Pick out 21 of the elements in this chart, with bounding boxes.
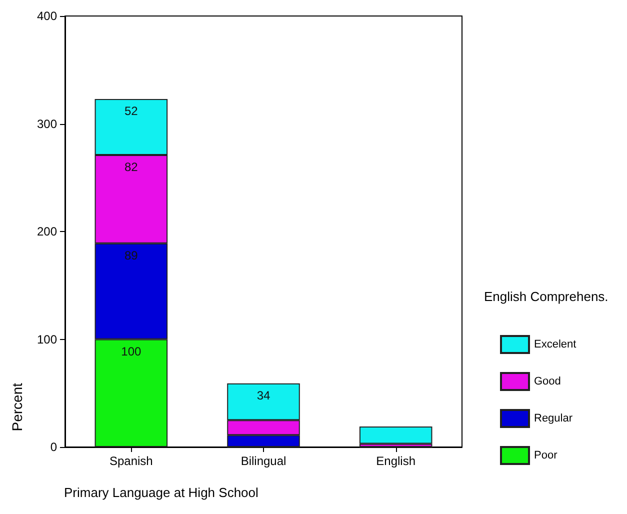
data-label: 100 bbox=[121, 344, 142, 358]
data-label: 34 bbox=[256, 388, 270, 402]
data-label: 52 bbox=[124, 104, 138, 118]
y-tick-label: 300 bbox=[36, 116, 58, 131]
legend-title: English Comprehens. bbox=[484, 289, 608, 304]
y-tick-label: 400 bbox=[36, 9, 58, 23]
x-tick-label: Spanish bbox=[109, 454, 153, 468]
x-tick-label: Bilingual bbox=[240, 454, 286, 468]
x-axis-title: Primary Language at High School bbox=[64, 485, 258, 500]
y-tick-label: 0 bbox=[50, 440, 58, 454]
legend-label: Poor bbox=[534, 450, 558, 462]
data-label: 89 bbox=[124, 248, 138, 262]
legend-label: Good bbox=[534, 376, 561, 388]
y-tick-label: 100 bbox=[36, 332, 58, 346]
y-tick-label: 200 bbox=[36, 224, 58, 238]
data-label: 82 bbox=[124, 160, 138, 174]
legend-label: Regular bbox=[534, 412, 573, 424]
legend-label: Excelent bbox=[534, 338, 576, 350]
bar bbox=[359, 426, 432, 444]
y-axis-title: Percent bbox=[9, 382, 25, 432]
x-tick-label: English bbox=[376, 454, 416, 468]
